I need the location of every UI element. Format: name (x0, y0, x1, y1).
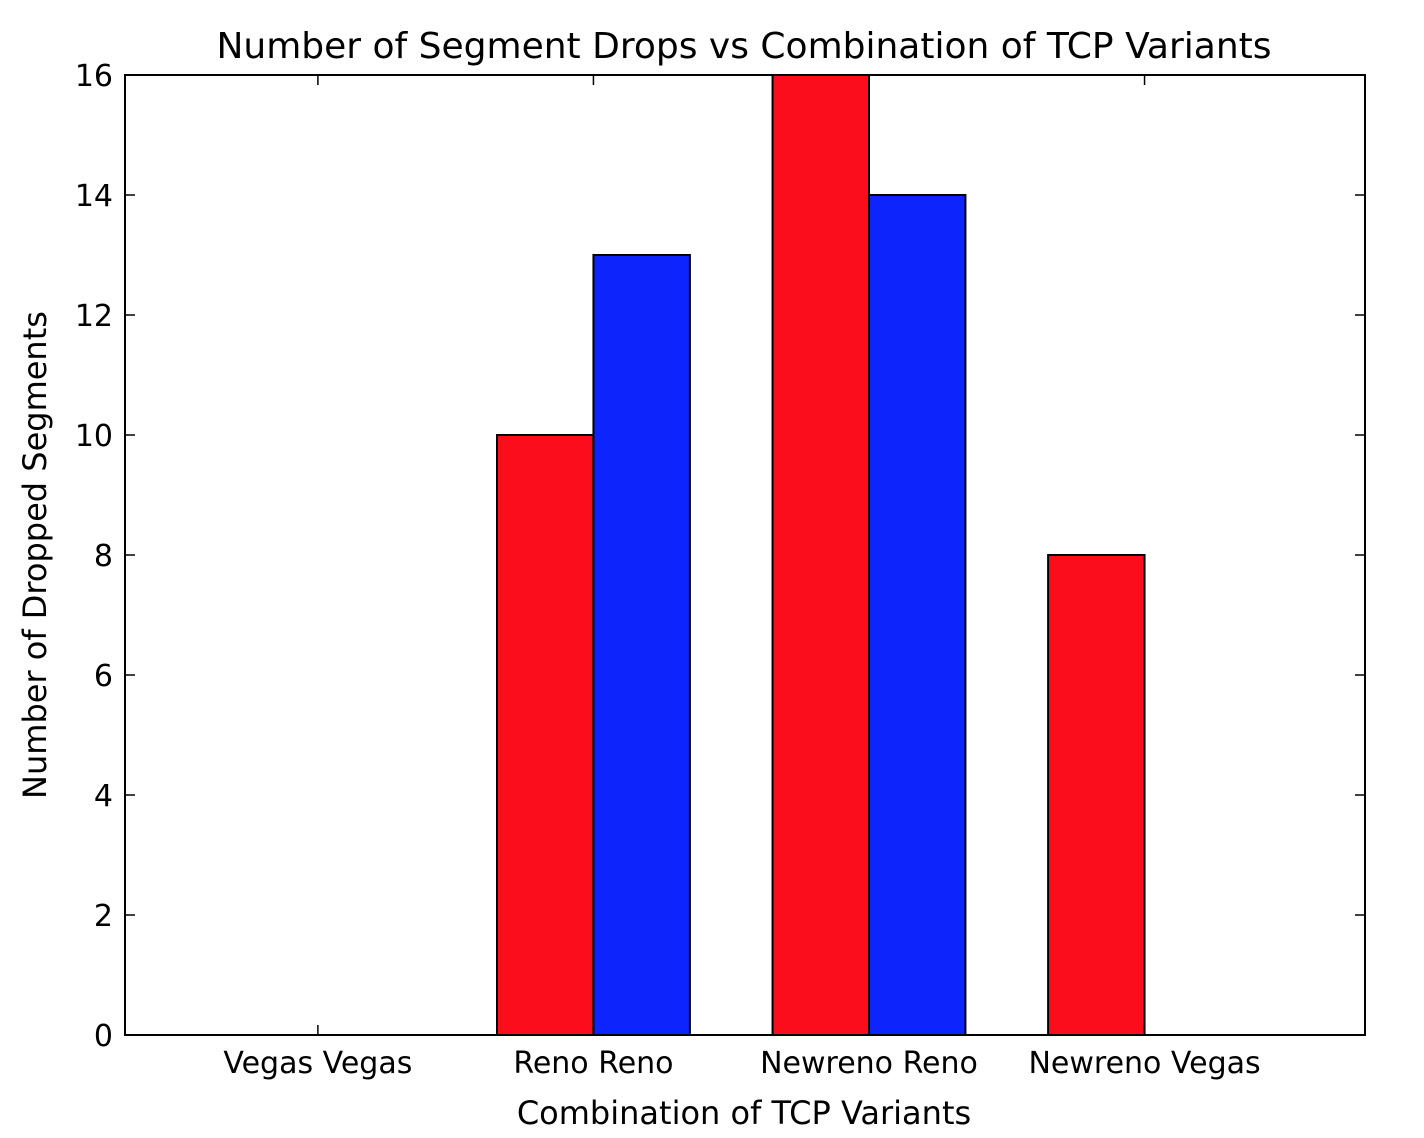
y-axis-label: Number of Dropped Segments (16, 311, 54, 799)
y-tick-label: 2 (94, 899, 113, 934)
x-tick-label: Reno Reno (513, 1046, 673, 1081)
y-tick-label: 6 (94, 659, 113, 694)
y-tick-label: 4 (94, 779, 113, 814)
ticks-layer: Vegas Vegas Reno Reno Newreno Reno Newreno … (75, 59, 1365, 1081)
y-tick-label: 16 (75, 59, 113, 94)
y-tick-label: 10 (75, 419, 113, 454)
bar-2-1 (592, 254, 691, 1036)
bars-layer (496, 74, 1146, 1036)
x-axis-label: Combination of TCP Variants (517, 1094, 971, 1132)
x-tick-label: Vegas Vegas (223, 1046, 412, 1081)
y-tick-label: 8 (94, 539, 113, 574)
x-tick-label: Newreno Reno (760, 1046, 978, 1081)
bar-1-1 (496, 434, 595, 1036)
bar-1-3 (1047, 554, 1146, 1036)
plot-frame (124, 74, 1366, 1036)
bar-1-2 (771, 74, 870, 1036)
y-tick-label: 14 (75, 179, 113, 214)
y-tick-label: 12 (75, 299, 113, 334)
x-tick-label: Newreno Vegas (1028, 1046, 1260, 1081)
chart-title: Number of Segment Drops vs Combination o… (216, 26, 1271, 67)
y-tick-label: 0 (94, 1019, 113, 1054)
bar-2-2 (868, 194, 967, 1036)
